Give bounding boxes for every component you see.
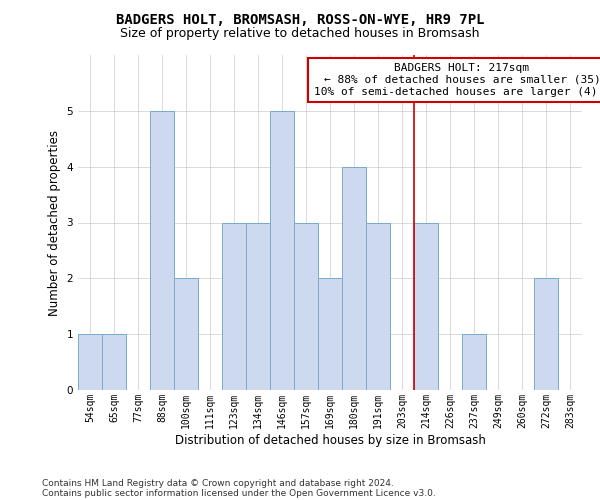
Bar [222,222,246,390]
Bar [342,166,366,390]
Bar [78,334,102,390]
Bar [366,222,390,390]
Bar [462,334,486,390]
Bar [270,111,294,390]
Bar [102,334,126,390]
Text: Contains HM Land Registry data © Crown copyright and database right 2024.: Contains HM Land Registry data © Crown c… [42,478,394,488]
Text: Contains public sector information licensed under the Open Government Licence v3: Contains public sector information licen… [42,488,436,498]
Bar [294,222,318,390]
Y-axis label: Number of detached properties: Number of detached properties [48,130,61,316]
Bar [174,278,198,390]
Text: Size of property relative to detached houses in Bromsash: Size of property relative to detached ho… [120,28,480,40]
Bar [534,278,558,390]
Bar [414,222,438,390]
X-axis label: Distribution of detached houses by size in Bromsash: Distribution of detached houses by size … [175,434,485,446]
Text: BADGERS HOLT, BROMSASH, ROSS-ON-WYE, HR9 7PL: BADGERS HOLT, BROMSASH, ROSS-ON-WYE, HR9… [116,12,484,26]
Bar [150,111,174,390]
Bar [246,222,270,390]
Text: BADGERS HOLT: 217sqm
← 88% of detached houses are smaller (35)
10% of semi-detac: BADGERS HOLT: 217sqm ← 88% of detached h… [314,64,600,96]
Bar [318,278,342,390]
